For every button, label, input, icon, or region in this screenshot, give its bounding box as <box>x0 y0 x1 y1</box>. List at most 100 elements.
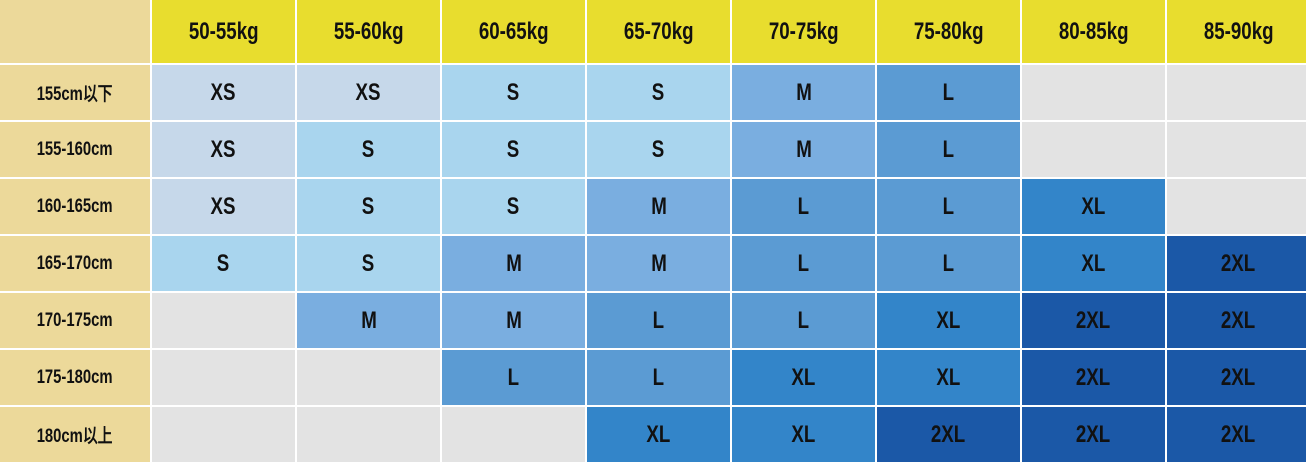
column-header-weight: 70-75kg <box>732 0 875 63</box>
size-cell: L <box>442 350 585 405</box>
size-label: XL <box>646 420 671 448</box>
row-header-height: 170-175cm <box>0 293 150 348</box>
column-header-label: 80-85kg <box>1058 17 1129 45</box>
size-cell: S <box>587 122 730 177</box>
size-label: M <box>360 306 377 334</box>
size-cell: M <box>587 236 730 291</box>
size-cell: M <box>442 236 585 291</box>
size-label: S <box>362 135 375 163</box>
empty-cell <box>297 407 440 462</box>
column-header-weight: 50-55kg <box>152 0 295 63</box>
size-cell: L <box>587 293 730 348</box>
size-cell: XL <box>1022 236 1165 291</box>
size-label: S <box>217 249 230 277</box>
size-cell: 2XL <box>1022 293 1165 348</box>
corner-cell <box>0 0 150 63</box>
empty-cell <box>152 293 295 348</box>
size-label: S <box>362 249 375 277</box>
size-label: S <box>652 135 665 163</box>
column-header-weight: 80-85kg <box>1022 0 1165 63</box>
column-header-weight: 65-70kg <box>587 0 730 63</box>
size-cell: L <box>732 293 875 348</box>
size-cell: S <box>442 65 585 120</box>
size-label: L <box>942 135 955 163</box>
empty-cell <box>442 407 585 462</box>
size-cell: L <box>877 236 1020 291</box>
size-cell: S <box>152 236 295 291</box>
size-cell: M <box>442 293 585 348</box>
size-cell: S <box>442 179 585 234</box>
size-label: M <box>650 192 667 220</box>
size-label: M <box>505 306 522 334</box>
empty-cell <box>297 350 440 405</box>
size-cell: 2XL <box>1167 236 1306 291</box>
size-cell: L <box>877 65 1020 120</box>
empty-cell <box>1022 65 1165 120</box>
size-cell: S <box>442 122 585 177</box>
column-header-label: 60-65kg <box>478 17 549 45</box>
size-cell: XS <box>297 65 440 120</box>
row-header-label: 160-165cm <box>37 195 113 217</box>
size-label: XL <box>791 363 816 391</box>
row-header-label: 175-180cm <box>37 366 113 388</box>
empty-cell <box>152 350 295 405</box>
size-label: S <box>362 192 375 220</box>
size-cell: 2XL <box>1022 350 1165 405</box>
size-cell: S <box>587 65 730 120</box>
size-cell: 2XL <box>1167 293 1306 348</box>
size-label: L <box>797 249 810 277</box>
size-label: XS <box>211 192 236 220</box>
column-header-weight: 85-90kg <box>1167 0 1306 63</box>
size-label: M <box>650 249 667 277</box>
size-label: L <box>652 363 665 391</box>
size-cell: 2XL <box>1022 407 1165 462</box>
size-label: 2XL <box>1221 249 1256 277</box>
size-cell: 2XL <box>1167 350 1306 405</box>
row-header-height: 175-180cm <box>0 350 150 405</box>
size-label: XL <box>1081 192 1106 220</box>
size-label: M <box>795 135 812 163</box>
size-cell: S <box>297 236 440 291</box>
column-header-weight: 55-60kg <box>297 0 440 63</box>
size-label: L <box>942 249 955 277</box>
size-cell: XL <box>587 407 730 462</box>
size-label: 2XL <box>1076 420 1111 448</box>
size-label: S <box>652 78 665 106</box>
size-label: XL <box>936 363 961 391</box>
column-header-weight: 60-65kg <box>442 0 585 63</box>
size-label: XS <box>356 78 381 106</box>
row-header-label: 155-160cm <box>37 138 113 160</box>
size-label: S <box>507 135 520 163</box>
size-cell: XS <box>152 179 295 234</box>
size-label: 2XL <box>1076 306 1111 334</box>
size-cell: M <box>297 293 440 348</box>
size-label: L <box>507 363 520 391</box>
column-header-label: 55-60kg <box>333 17 404 45</box>
size-cell: L <box>732 179 875 234</box>
row-header-label: 155cm以下 <box>37 84 113 105</box>
size-label: XL <box>1081 249 1106 277</box>
size-label: L <box>652 306 665 334</box>
size-cell: L <box>877 179 1020 234</box>
column-header-label: 75-80kg <box>913 17 984 45</box>
size-label: M <box>795 78 812 106</box>
row-header-label: 165-170cm <box>37 252 113 274</box>
size-cell: XL <box>877 350 1020 405</box>
size-cell: M <box>587 179 730 234</box>
size-label: L <box>942 192 955 220</box>
column-header-label: 70-75kg <box>768 17 839 45</box>
size-label: XL <box>791 420 816 448</box>
empty-cell <box>1167 122 1306 177</box>
size-cell: L <box>732 236 875 291</box>
column-header-weight: 75-80kg <box>877 0 1020 63</box>
row-header-label: 180cm以上 <box>37 426 113 447</box>
size-cell: XL <box>732 350 875 405</box>
column-header-label: 65-70kg <box>623 17 694 45</box>
empty-cell <box>1022 122 1165 177</box>
size-label: S <box>507 78 520 106</box>
row-header-height: 180cm以上 <box>0 407 150 462</box>
empty-cell <box>1167 179 1306 234</box>
size-label: L <box>797 306 810 334</box>
size-label: M <box>505 249 522 277</box>
size-label: 2XL <box>1221 420 1256 448</box>
